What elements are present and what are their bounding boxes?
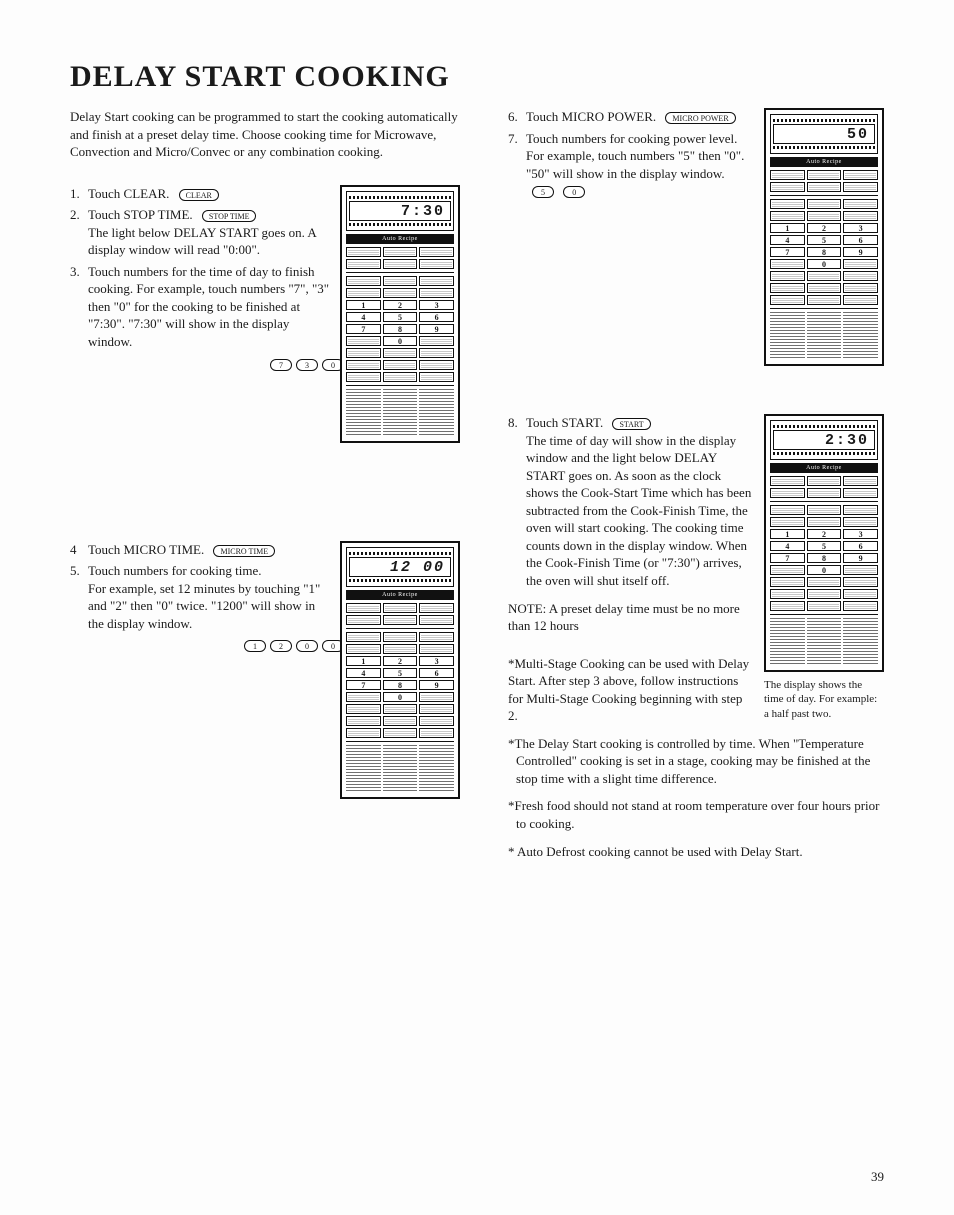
micropower-button-icon: MICRO POWER	[665, 112, 735, 124]
step-1-text: Touch CLEAR.	[88, 186, 169, 201]
right-column: 6. Touch MICRO POWER. MICRO POWER 7. Tou…	[508, 108, 884, 860]
clear-button-icon: CLEAR	[179, 189, 219, 201]
step-8-text: Touch START.	[526, 415, 603, 430]
step-4-num: 4	[70, 541, 88, 559]
footnote-3: * Auto Defrost cooking cannot be used wi…	[508, 843, 884, 861]
step-2-cont: The light below DELAY START goes on. A d…	[88, 225, 316, 258]
step-5-text: Touch numbers for cooking time.	[88, 563, 261, 578]
panel-3-label: Auto Recipe	[770, 157, 878, 167]
step-4-text: Touch MICRO TIME.	[88, 542, 204, 557]
step-3-text: Touch numbers for the time of day to fin…	[88, 263, 330, 351]
page-title: DELAY START COOKING	[70, 60, 884, 94]
panel-4-display: 2:30	[773, 430, 875, 450]
multi-stage-note: *Multi-Stage Cooking can be used with De…	[508, 655, 754, 725]
stoptime-button-icon: STOP TIME	[202, 210, 257, 222]
control-panel-2: 12 00 Auto Recipe 123 456 789 0	[340, 541, 460, 799]
step-5-num: 5.	[70, 562, 88, 632]
step-7-num: 7.	[508, 130, 526, 200]
page-number: 39	[871, 1169, 884, 1185]
control-panel-4: 2:30 Auto Recipe 123 456 789 0	[764, 414, 884, 672]
intro-text: Delay Start cooking can be programmed to…	[70, 108, 460, 161]
panel-4-caption: The display shows the time of day. For e…	[764, 678, 884, 721]
panel-1-label: Auto Recipe	[346, 234, 454, 244]
step-1-num: 1.	[70, 185, 88, 203]
panel-4-label: Auto Recipe	[770, 463, 878, 473]
step-6-num: 6.	[508, 108, 526, 126]
microtime-button-icon: MICRO TIME	[213, 545, 275, 557]
panel-2-label: Auto Recipe	[346, 590, 454, 600]
note-text: NOTE: A preset delay time must be no mor…	[508, 600, 754, 635]
start-button-icon: START	[612, 418, 650, 430]
num-5-icon: 5	[532, 186, 554, 198]
num-0d-icon: 0	[563, 186, 585, 198]
control-panel-1: 7:30 Auto Recipe 123 456 789 0	[340, 185, 460, 443]
num-1-icon: 1	[244, 640, 266, 652]
step-8-num: 8.	[508, 414, 526, 589]
step-2-num: 2.	[70, 206, 88, 259]
step-3-num: 3.	[70, 263, 88, 351]
num-3-icon: 3	[296, 359, 318, 371]
left-column: Delay Start cooking can be programmed to…	[70, 108, 460, 860]
panel-3-display: 50	[773, 124, 875, 144]
step-7-text: Touch numbers for cooking power level.	[526, 131, 737, 146]
control-panel-3: 50 Auto Recipe 123 456 789 0	[764, 108, 884, 366]
step-8-cont: The time of day will show in the display…	[526, 433, 751, 588]
num-0b-icon: 0	[296, 640, 318, 652]
step-7-cont: For example, touch numbers "5" then "0".…	[526, 148, 744, 181]
num-7-icon: 7	[270, 359, 292, 371]
step-6-text: Touch MICRO POWER.	[526, 109, 656, 124]
num-2-icon: 2	[270, 640, 292, 652]
panel-1-display: 7:30	[349, 201, 451, 221]
panel-2-display: 12 00	[349, 557, 451, 577]
step-2-text: Touch STOP TIME.	[88, 207, 193, 222]
footnote-2: *Fresh food should not stand at room tem…	[508, 797, 884, 832]
step-5-cont: For example, set 12 minutes by touching …	[88, 581, 320, 631]
footnote-1: *The Delay Start cooking is controlled b…	[508, 735, 884, 788]
